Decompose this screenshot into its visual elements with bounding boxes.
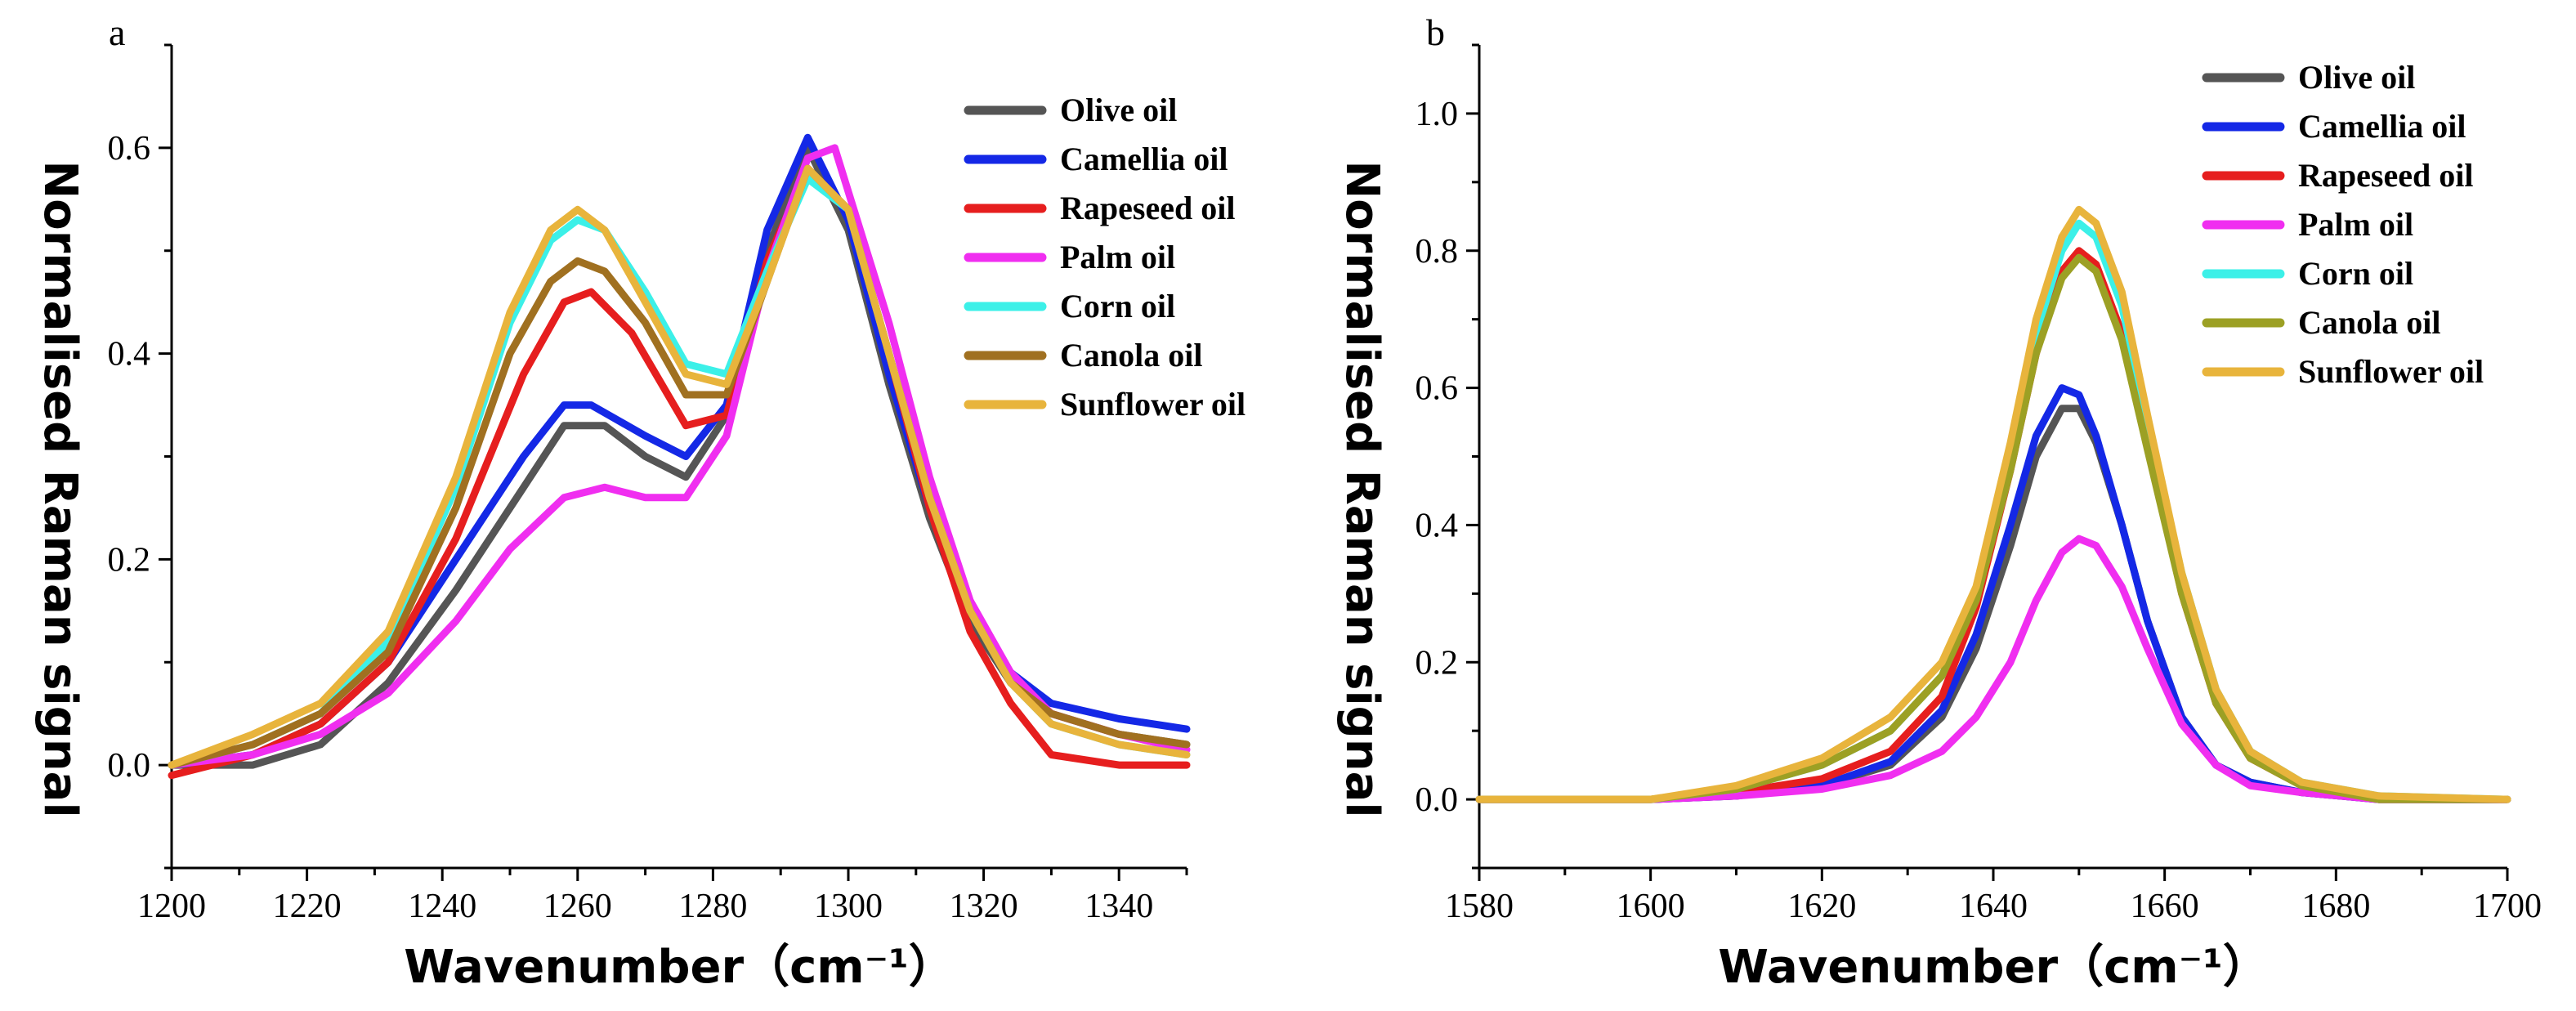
legend-label: Corn oil <box>2298 255 2413 292</box>
x-tick-label: 1300 <box>814 888 883 925</box>
legend-label: Rapeseed oil <box>2298 157 2473 194</box>
y-tick-label: 0.8 <box>1415 233 1459 271</box>
x-tick-label: 1340 <box>1085 888 1153 925</box>
x-tick-label: 1200 <box>137 888 206 925</box>
legend-label: Sunflower oil <box>2298 353 2484 390</box>
x-tick-label: 1220 <box>273 888 342 925</box>
y-tick-label: 0.6 <box>1415 370 1459 408</box>
x-tick-label: 1580 <box>1445 888 1514 925</box>
y-tick-label: 0.0 <box>1415 781 1459 819</box>
legend-label: Camellia oil <box>2298 108 2466 145</box>
legend-label: Camellia oil <box>1060 141 1228 177</box>
legend-label: Palm oil <box>1060 239 1175 275</box>
x-axis-title: Wavenumber（cm⁻¹） <box>1718 941 2268 994</box>
series-lines <box>168 133 1191 780</box>
y-tick-label: 0.0 <box>108 747 151 785</box>
series-line-sunflower-oil <box>1475 205 2511 803</box>
x-tick-label: 1600 <box>1617 888 1685 925</box>
series-line-palm-oil <box>168 144 1191 769</box>
series-line-sunflower-oil <box>168 164 1191 769</box>
legend-label: Canola oil <box>2298 304 2440 341</box>
y-axis-title: Normalised Raman signal <box>1335 160 1389 817</box>
x-tick-label: 1680 <box>2301 888 2370 925</box>
y-tick-label: 0.4 <box>1415 507 1459 544</box>
panel-label: a <box>109 11 125 53</box>
x-axis-title: Wavenumber（cm⁻¹） <box>404 941 954 994</box>
legend-label: Olive oil <box>2298 59 2415 96</box>
x-tick-label: 1320 <box>950 888 1018 925</box>
legend-label: Olive oil <box>1060 92 1177 128</box>
legend-label: Sunflower oil <box>1060 386 1246 423</box>
panel-label: b <box>1426 11 1445 53</box>
y-tick-label: 0.2 <box>1415 644 1459 682</box>
chart-panel-a: 1200 1220 1240 1260 1280 1300 1320 1340 0.0 0.2 0.… <box>34 11 1246 994</box>
x-tick-label: 1700 <box>2473 888 2542 925</box>
y-tick-label: 0.6 <box>108 130 151 168</box>
y-tick-label: 0.2 <box>108 541 151 579</box>
y-tick-label: 1.0 <box>1415 96 1459 133</box>
series-line-camellia-oil <box>168 133 1191 769</box>
series-line-palm-oil <box>1475 535 2511 803</box>
legend-label: Rapeseed oil <box>1060 190 1235 226</box>
legend-label: Corn oil <box>1060 288 1175 324</box>
legend: Olive oil Camellia oil Rapeseed oil Palm oi… <box>2202 59 2484 390</box>
legend-label: Canola oil <box>1060 337 1202 374</box>
series-line-rapeseed-oil <box>168 164 1191 780</box>
x-tick-label: 1280 <box>678 888 747 925</box>
x-tick-label: 1640 <box>1959 888 2028 925</box>
chart-panel-b: 1580 1600 1620 1640 1660 1680 1700 0.0 0.2 0.4 0.6… <box>1335 11 2542 994</box>
x-tick-label: 1620 <box>1787 888 1856 925</box>
series-line-canola-oil <box>1475 253 2511 803</box>
legend-label: Palm oil <box>2298 206 2413 243</box>
x-tick-label: 1260 <box>543 888 612 925</box>
x-tick-label: 1660 <box>2131 888 2199 925</box>
y-axis-title: Normalised Raman signal <box>34 160 87 817</box>
y-tick-label: 0.4 <box>108 336 151 374</box>
series-line-olive-oil <box>1475 405 2511 803</box>
legend: Olive oil Camellia oil Rapeseed oil Palm oi… <box>964 92 1246 423</box>
x-tick-label: 1240 <box>408 888 476 925</box>
series-lines <box>1475 205 2511 803</box>
